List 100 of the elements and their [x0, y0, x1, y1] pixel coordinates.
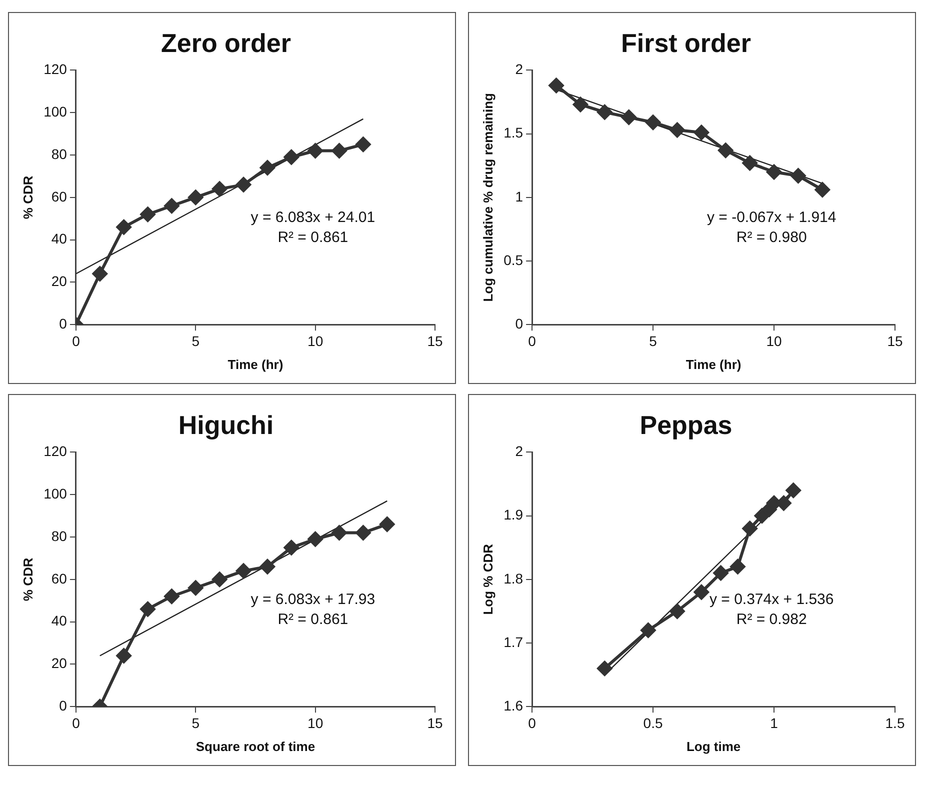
y-tick-label: 40: [51, 230, 68, 247]
point: [597, 104, 612, 120]
annotation: y = -0.067x + 1.914: [706, 208, 836, 226]
point: [308, 143, 323, 158]
point: [790, 168, 806, 184]
y-tick-label: 100: [44, 485, 68, 502]
y-tick-label: 1.7: [504, 634, 524, 650]
point: [140, 602, 156, 617]
annotation: R² = 0.982: [736, 610, 807, 628]
point: [356, 525, 371, 540]
y-tick-label: 1: [515, 188, 524, 204]
y-tick-label: 1.8: [504, 570, 524, 586]
x-tick-label: 1.5: [885, 714, 905, 731]
y-tick-label: 80: [51, 528, 68, 544]
x-tick-label: 0: [528, 714, 536, 731]
point: [308, 532, 323, 547]
y-tick-label: 2: [515, 443, 524, 460]
x-axis-title: Log time: [686, 738, 741, 754]
point: [670, 122, 685, 138]
point: [260, 160, 275, 176]
point: [814, 182, 830, 198]
x-axis-title: Time (hr): [686, 356, 742, 372]
point: [332, 143, 347, 158]
y-tick-label: 120: [44, 61, 68, 78]
x-axis-title: Time (hr): [228, 356, 284, 372]
y-axis-title: Log cumulative % drug remaining: [480, 92, 496, 302]
point: [236, 177, 252, 192]
x-tick-label: 5: [192, 714, 200, 731]
y-axis-title: % CDR: [20, 175, 36, 220]
annotation: y = 6.083x + 24.01: [250, 208, 376, 226]
point: [332, 525, 347, 540]
point: [621, 110, 636, 125]
y-tick-label: 80: [51, 146, 68, 162]
y-tick-label: 60: [51, 188, 68, 204]
point: [236, 563, 252, 578]
x-tick-label: 10: [308, 332, 324, 349]
point: [646, 114, 661, 130]
y-tick-label: 0: [59, 315, 68, 332]
y-tick-label: 20: [51, 655, 68, 672]
chart-title: First order: [620, 28, 752, 58]
point: [742, 521, 758, 536]
y-tick-label: 2: [515, 61, 524, 78]
x-tick-label: 5: [649, 332, 658, 349]
point: [164, 588, 180, 604]
point: [380, 516, 395, 532]
point: [572, 97, 588, 112]
y-tick-label: 60: [51, 570, 68, 586]
x-axis-title: Square root of time: [196, 738, 316, 754]
x-tick-label: 15: [427, 332, 443, 349]
y-axis-title: % CDR: [20, 557, 36, 602]
annotation: R² = 0.861: [278, 228, 348, 246]
point: [694, 584, 709, 600]
y-tick-label: 0: [515, 315, 524, 332]
x-tick-label: 0: [528, 332, 536, 349]
annotation: y = 6.083x + 17.93: [250, 590, 376, 608]
point: [640, 622, 656, 638]
point: [92, 266, 108, 282]
point: [786, 482, 801, 498]
y-tick-label: 0.5: [504, 252, 524, 268]
y-tick-label: 0: [59, 697, 68, 714]
annotation: R² = 0.980: [736, 228, 807, 246]
point: [188, 190, 204, 205]
point: [116, 648, 132, 664]
point: [694, 125, 709, 140]
point: [260, 559, 275, 574]
point: [284, 150, 299, 165]
x-tick-label: 15: [427, 714, 443, 731]
y-tick-label: 1.9: [504, 506, 524, 523]
chart-title: Zero order: [160, 28, 292, 58]
annotation: y = 0.374x + 1.536: [709, 590, 834, 608]
x-tick-label: 10: [308, 714, 324, 731]
x-tick-label: 0.5: [643, 714, 663, 731]
annotation: R² = 0.861: [278, 610, 348, 628]
y-tick-label: 1.6: [504, 697, 524, 714]
x-tick-label: 10: [766, 332, 782, 349]
point: [730, 559, 746, 574]
point: [766, 164, 782, 180]
x-tick-label: 15: [887, 332, 903, 349]
chart-title: Peppas: [640, 410, 732, 440]
point: [718, 142, 734, 158]
y-tick-label: 100: [44, 103, 68, 120]
point: [356, 136, 371, 152]
x-tick-label: 0: [72, 332, 80, 349]
point: [713, 566, 728, 581]
point: [548, 78, 564, 93]
x-tick-label: 1: [770, 714, 778, 731]
point: [597, 660, 612, 676]
point: [140, 206, 156, 222]
y-tick-label: 1.5: [504, 124, 524, 141]
point: [670, 604, 685, 619]
y-axis-title: Log % CDR: [480, 543, 496, 615]
point: [212, 572, 228, 587]
x-tick-label: 5: [192, 332, 200, 349]
point: [164, 198, 180, 214]
point: [188, 580, 204, 596]
y-tick-label: 120: [44, 443, 68, 460]
y-tick-label: 40: [51, 612, 68, 629]
point: [742, 156, 758, 171]
y-tick-label: 20: [51, 273, 68, 290]
point: [116, 220, 132, 235]
